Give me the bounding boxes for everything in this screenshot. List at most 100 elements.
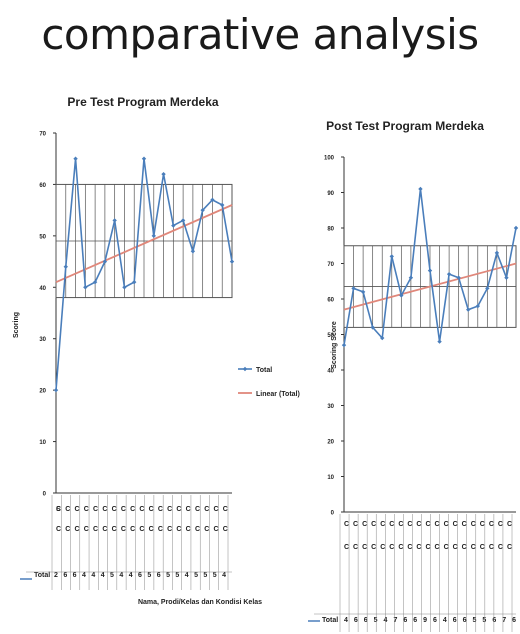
chart1-y-tick-label: 40 xyxy=(39,286,46,292)
chart1-category-code: C xyxy=(93,506,98,513)
chart2-category-code: C xyxy=(444,544,449,551)
chart1-data-point xyxy=(53,387,59,393)
chart1-category-code: C xyxy=(223,526,228,533)
chart2-data-point xyxy=(504,275,509,280)
chart1-data-point xyxy=(151,233,156,239)
chart1-category-code: C xyxy=(213,506,218,513)
chart2-data-point xyxy=(456,275,461,280)
chart2-category-code: C xyxy=(398,521,403,528)
chart2-data-point xyxy=(513,225,519,231)
chart2-category-code: C xyxy=(344,544,349,551)
chart1-data-point xyxy=(92,279,98,285)
chart1-data-point xyxy=(132,279,137,285)
chart2-category-code: C xyxy=(344,521,349,528)
chart1-category-code: C xyxy=(102,506,107,513)
chart2-y-tick-label: 50 xyxy=(327,333,334,339)
chart2-category-code: C xyxy=(498,544,503,551)
chart1-trend-line xyxy=(55,204,233,283)
chart2-category-code: C xyxy=(380,544,385,551)
chart2-category-code: C xyxy=(453,521,458,528)
chart1-data-point xyxy=(141,156,147,161)
chart2-data-point xyxy=(341,342,347,348)
chart2-data-point xyxy=(475,303,480,309)
chart1-data-point xyxy=(180,218,186,223)
chart2-category-code: C xyxy=(362,544,367,551)
chart1-table-values: 2 6 6 4 4 4 5 4 4 6 5 6 5 5 4 5 5 5 4 xyxy=(54,572,226,579)
chart1-category-code: C xyxy=(167,506,172,513)
chart2-category-code: C xyxy=(380,521,385,528)
chart1-category-code: C xyxy=(158,526,163,533)
chart2-category-code: C xyxy=(489,544,494,551)
chart1-legend-series-point xyxy=(242,366,248,372)
chart1-category-code: C xyxy=(112,506,117,513)
chart1-category-code: C xyxy=(167,526,172,533)
chart2-category-code: C xyxy=(480,544,485,551)
chart1-category-code: C xyxy=(139,506,144,513)
chart2-category-code: C xyxy=(416,521,421,528)
chart2-data-point xyxy=(494,250,500,256)
chart1-category-code: C xyxy=(213,526,218,533)
chart1-data-point xyxy=(83,285,88,290)
chart2-category-code: C xyxy=(425,544,430,551)
chart1-data-point xyxy=(112,218,117,223)
chart1-category-code: C xyxy=(56,506,61,513)
chart2-category-code: C xyxy=(462,521,467,528)
chart1-category-code: C xyxy=(65,506,70,513)
chart1-category-code: C xyxy=(121,506,126,513)
chart1-category-code: C xyxy=(75,506,80,513)
chart2-category-code: C xyxy=(353,544,358,551)
page-title: comparative analysis xyxy=(41,10,479,59)
chart1-y-tick-label: 10 xyxy=(39,440,46,446)
chart2-category-code: C xyxy=(425,521,430,528)
chart2-data-point xyxy=(408,275,414,280)
chart2-title: Post Test Program Merdeka xyxy=(326,119,484,133)
chart2-category-code: C xyxy=(407,544,412,551)
chart2-y-tick-label: 70 xyxy=(327,262,334,268)
chart2-y-tick-label: 0 xyxy=(331,511,335,517)
chart1-data-point xyxy=(122,285,127,290)
chart2-category-code: C xyxy=(416,544,421,551)
chart1-category-code: C xyxy=(204,506,209,513)
chart1-category-code: C xyxy=(130,526,135,533)
chart2-data-point xyxy=(466,307,471,312)
chart1-data-point xyxy=(220,202,225,208)
chart2-category-code: C xyxy=(435,521,440,528)
chart1-category-code: C xyxy=(204,526,209,533)
chart2-category-code: C xyxy=(480,521,485,528)
chart2-y-tick-label: 90 xyxy=(327,191,334,197)
chart1-category-code: C xyxy=(130,506,135,513)
chart2-data-point xyxy=(399,293,404,298)
chart2-data-point xyxy=(418,186,423,192)
chart1-legend-series: Total xyxy=(256,367,272,374)
chart1-category-code: C xyxy=(186,506,191,513)
chart2-category-code: C xyxy=(407,521,412,528)
chart1-x-axis-label: Nama, Prodi/Kelas dan Kondisi Kelas xyxy=(138,599,262,606)
chart2-data-point xyxy=(446,271,452,277)
chart2-category-code: C xyxy=(389,544,394,551)
chart2-data-point xyxy=(389,254,394,259)
chart1-category-code: C xyxy=(112,526,117,533)
chart1-data-point xyxy=(161,171,166,177)
chart2-data-point xyxy=(380,335,385,341)
chart2-category-code: C xyxy=(371,544,376,551)
chart1-category-code: C xyxy=(186,526,191,533)
chart1-y-tick-label: 30 xyxy=(39,337,46,343)
chart2-y-tick-label: 100 xyxy=(324,156,335,162)
chart2-category-code: C xyxy=(462,544,467,551)
chart2-category-code: C xyxy=(371,521,376,528)
chart1-category-code: C xyxy=(121,526,126,533)
chart2-category-code: C xyxy=(489,521,494,528)
chart2-y-tick-label: 30 xyxy=(327,404,334,410)
chart1-y-tick-label: 20 xyxy=(39,389,46,395)
chart1-data-point xyxy=(210,197,215,203)
chart2-category-code: C xyxy=(435,544,440,551)
chart1-y-tick-label: 70 xyxy=(39,132,46,138)
chart1-category-code: C xyxy=(56,526,61,533)
chart2-category-code: C xyxy=(471,544,476,551)
chart2-table-row-label: Total xyxy=(322,617,338,624)
chart2-data-point xyxy=(437,339,442,344)
chart1-data-point xyxy=(190,249,196,254)
chart2-category-code: C xyxy=(471,521,476,528)
chart2-trend-line xyxy=(343,262,517,311)
chart1-category-code: C xyxy=(158,506,163,513)
